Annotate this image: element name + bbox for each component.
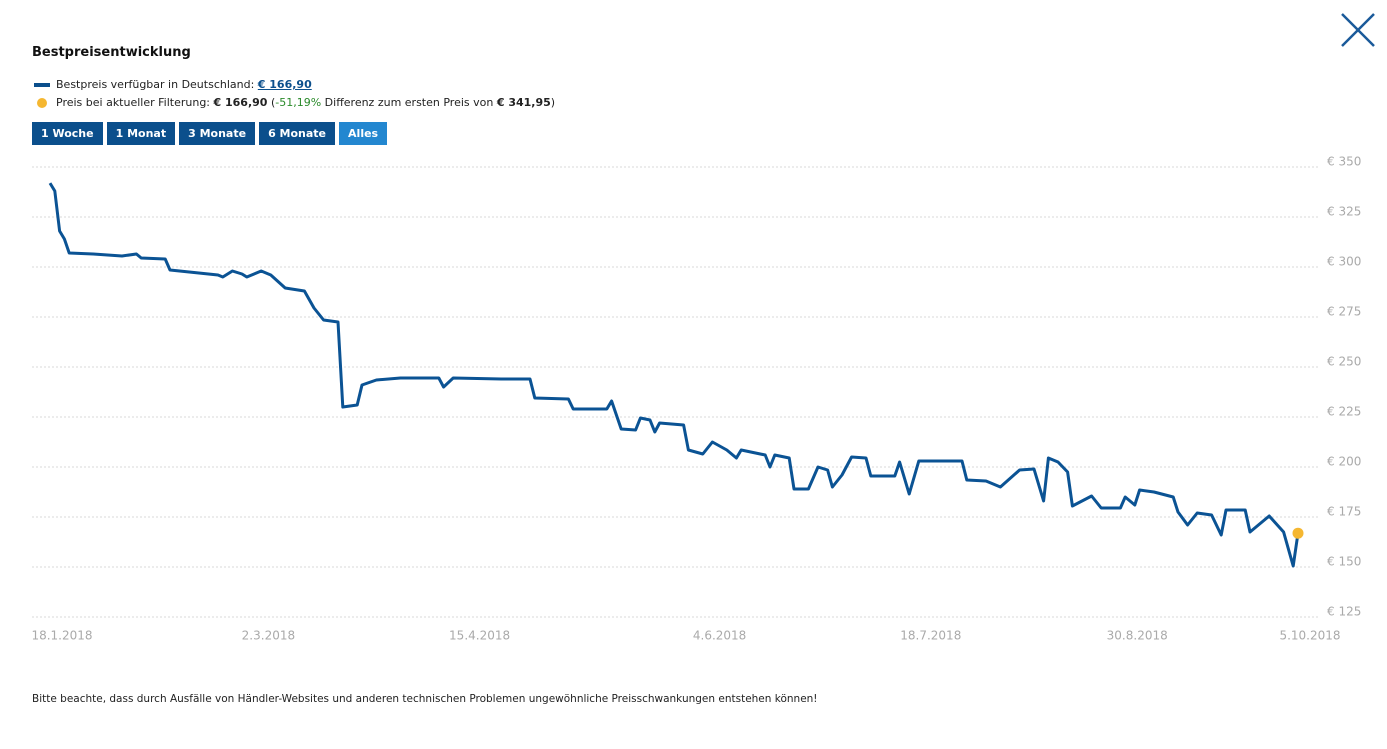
title: Bestpreisentwicklung — [32, 45, 191, 60]
y-tick-label: € 350 — [1327, 155, 1361, 169]
range-button[interactable]: 1 Monat — [106, 122, 176, 145]
legend-text: ) — [550, 96, 556, 109]
range-buttons: 1 Woche 1 Monat 3 Monate 6 Monate Alles — [32, 122, 388, 145]
range-button[interactable]: 1 Woche — [32, 122, 103, 145]
footnote: Bitte beachte, dass durch Ausfälle von H… — [32, 693, 818, 705]
legend-text: € 341,95 — [496, 96, 551, 109]
y-tick-label: € 125 — [1327, 605, 1361, 619]
current-price-marker — [1292, 527, 1304, 539]
y-tick-label: € 250 — [1327, 355, 1361, 369]
chart: € 125 € 150 € 175 € 200 € 225 € 250 € 275 € 300… — [31, 155, 1361, 643]
y-tick-label: € 300 — [1327, 255, 1361, 269]
price-line — [48, 182, 1300, 568]
range-button[interactable]: 6 Monate — [259, 122, 336, 145]
close-button[interactable] — [1340, 12, 1376, 48]
x-tick-label: 18.1.2018 — [31, 629, 92, 643]
y-tick-label: € 150 — [1327, 555, 1361, 569]
legend-text[interactable]: € 166,90 — [257, 78, 312, 91]
x-tick-label: 4.6.2018 — [693, 629, 746, 643]
legend-item: Bestpreis verfügbar in Deutschland: € 16… — [32, 78, 312, 91]
legend-text: ( — [267, 96, 276, 109]
legend-text: € 166,90 — [213, 96, 268, 109]
y-tick-label: € 225 — [1327, 405, 1361, 419]
y-tick-label: € 325 — [1327, 205, 1361, 219]
legend-text: -51,19% — [275, 96, 322, 109]
legend-swatch — [32, 97, 56, 108]
legend-swatch — [32, 80, 56, 90]
range-button[interactable]: 3 Monate — [179, 122, 256, 145]
x-tick-label: 18.7.2018 — [900, 629, 961, 643]
range-button[interactable]: Alles — [339, 122, 388, 145]
x-tick-label: 30.8.2018 — [1107, 629, 1168, 643]
y-tick-label: € 200 — [1327, 455, 1361, 469]
x-tick-label: 2.3.2018 — [242, 629, 295, 643]
legend-text: Bestpreis verfügbar in Deutschland: — [56, 78, 258, 91]
swatch — [34, 82, 50, 87]
legend-text: Differenz zum ersten Preis von — [321, 96, 497, 109]
x-tick-label: 15.4.2018 — [449, 629, 510, 643]
y-tick-label: € 175 — [1327, 505, 1361, 519]
x-tick-label: 5.10.2018 — [1279, 629, 1340, 643]
legend-item: Preis bei aktueller Filterung: € 166,90 … — [32, 96, 555, 109]
y-tick-label: € 275 — [1327, 305, 1361, 319]
swatch — [37, 97, 47, 108]
legend-text: Preis bei aktueller Filterung: — [56, 96, 214, 109]
